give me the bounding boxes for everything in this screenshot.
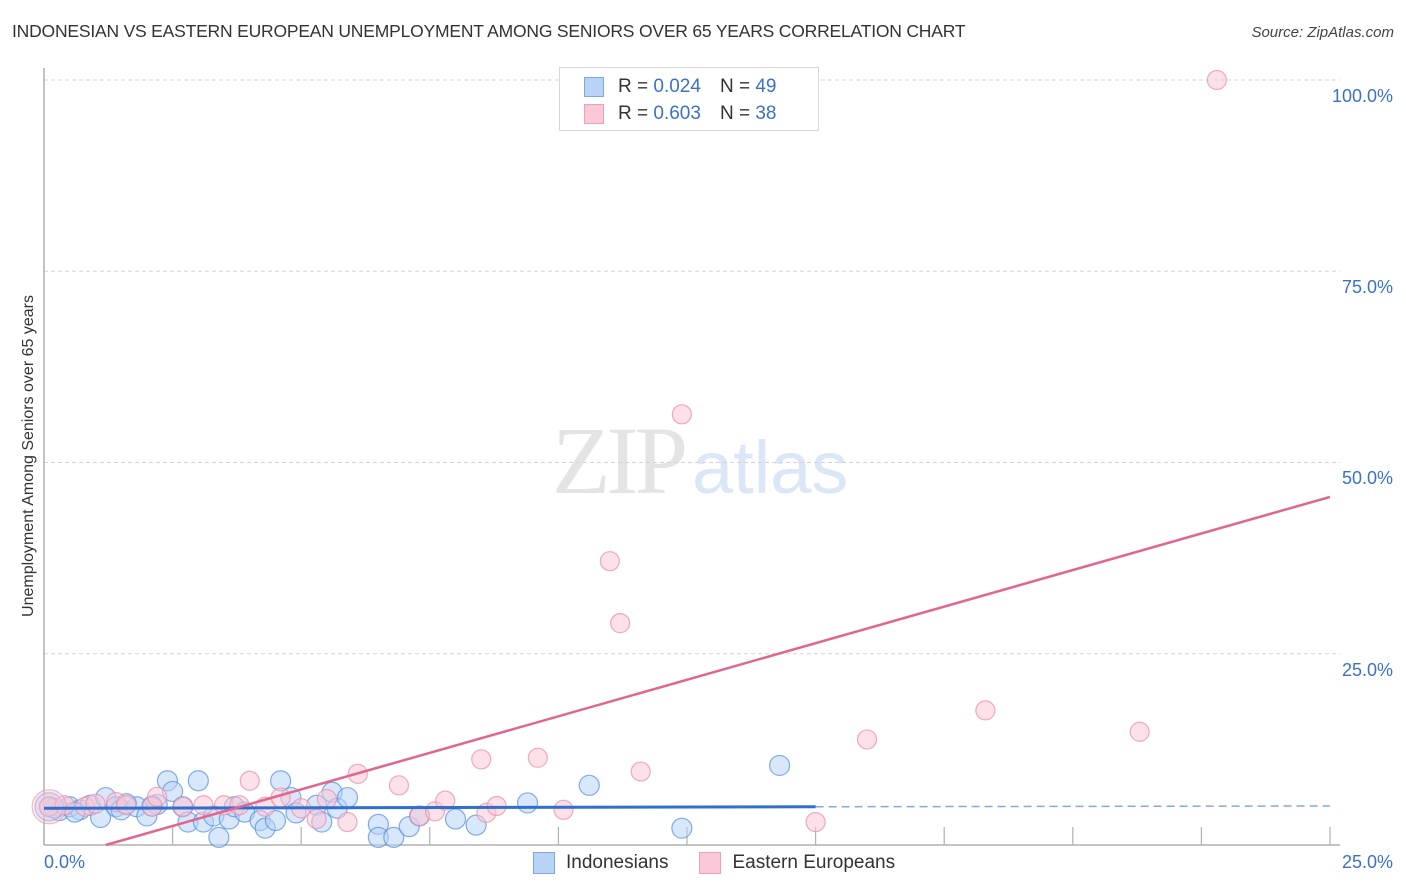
source-label: Source: ZipAtlas.com bbox=[1251, 24, 1394, 41]
eastern-europeans-swatch bbox=[699, 852, 722, 874]
data-point bbox=[516, 792, 539, 814]
data-point bbox=[856, 729, 878, 750]
series-legend: Indonesians Eastern Europeans bbox=[533, 852, 926, 874]
data-point bbox=[975, 700, 996, 721]
indonesians-swatch bbox=[533, 852, 555, 874]
n-value: 38 bbox=[755, 103, 777, 124]
data-point bbox=[383, 826, 405, 848]
r-label: R = bbox=[618, 103, 649, 124]
watermark-atlas: atlas bbox=[692, 426, 849, 509]
data-point bbox=[610, 613, 631, 634]
n-label: N = bbox=[719, 103, 751, 124]
stats-legend: R = 0.024 N = 49 R = 0.603 N = 38 bbox=[559, 67, 819, 131]
y-axis-label: Unemployment Among Seniors over 65 years bbox=[20, 295, 37, 617]
n-label: N = bbox=[719, 76, 751, 97]
data-point bbox=[187, 770, 209, 792]
data-point bbox=[444, 808, 467, 830]
r-label: R = bbox=[618, 76, 649, 97]
legend-label: Indonesians bbox=[566, 852, 669, 873]
data-point bbox=[264, 809, 287, 832]
data-point bbox=[306, 808, 327, 830]
legend-item-indonesians[interactable]: Indonesians bbox=[533, 852, 668, 874]
data-point bbox=[239, 770, 260, 791]
y-tick-100: 100.0% bbox=[1331, 86, 1393, 106]
data-point bbox=[1129, 721, 1150, 742]
watermark-zip: ZIP bbox=[552, 407, 688, 514]
data-point bbox=[630, 761, 651, 782]
eastern-europeans-swatch bbox=[584, 104, 604, 124]
data-point bbox=[805, 811, 826, 833]
r-value: 0.603 bbox=[653, 103, 701, 124]
data-point bbox=[599, 551, 620, 572]
data-point bbox=[208, 826, 230, 848]
data-point bbox=[527, 747, 548, 768]
r-value: 0.024 bbox=[653, 76, 701, 97]
data-point bbox=[336, 786, 359, 809]
data-point bbox=[1206, 69, 1227, 91]
n-value: 49 bbox=[755, 76, 777, 97]
data-point bbox=[85, 793, 106, 814]
data-point bbox=[671, 404, 692, 425]
y-tick-25: 25.0% bbox=[1341, 660, 1393, 680]
data-point bbox=[553, 799, 574, 820]
x-tick-0: 0.0% bbox=[44, 852, 86, 872]
data-point bbox=[193, 795, 214, 816]
gridlines bbox=[44, 79, 1340, 655]
data-point bbox=[471, 749, 492, 770]
data-point bbox=[578, 774, 600, 796]
data-point bbox=[337, 811, 358, 833]
y-tick-75: 75.0% bbox=[1341, 277, 1393, 297]
data-point bbox=[116, 795, 137, 816]
data-point bbox=[435, 790, 456, 811]
legend-row-indonesians: R = 0.024 N = 49 bbox=[584, 75, 776, 99]
axes bbox=[43, 68, 1340, 846]
x-tick-25: 25.0% bbox=[1341, 852, 1393, 872]
indonesians-swatch bbox=[584, 77, 604, 97]
legend-label: Eastern Europeans bbox=[732, 852, 896, 873]
data-point bbox=[768, 754, 791, 777]
data-point bbox=[147, 786, 168, 807]
legend-row-eastern-europeans: R = 0.603 N = 38 bbox=[584, 102, 776, 126]
eastern-europeans-points bbox=[31, 69, 1227, 833]
watermark: ZIP atlas bbox=[552, 405, 848, 516]
data-point bbox=[388, 775, 410, 796]
y-tick-50: 50.0% bbox=[1341, 468, 1393, 488]
data-point bbox=[671, 817, 693, 839]
data-point bbox=[316, 788, 338, 810]
legend-item-eastern-europeans[interactable]: Eastern Europeans bbox=[699, 852, 895, 874]
trend-lines bbox=[43, 495, 1331, 847]
chart-title: INDONESIAN VS EASTERN EUROPEAN UNEMPLOYM… bbox=[12, 21, 966, 41]
